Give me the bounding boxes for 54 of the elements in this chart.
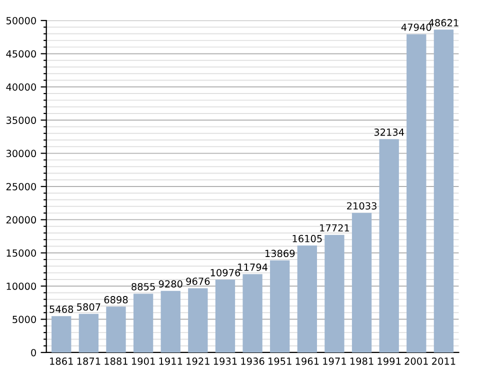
y-tick-label: 35000 [6,116,36,124]
y-tick-label: 50000 [6,16,36,24]
x-tick-label: 1861 [50,358,73,365]
bar [52,316,72,352]
data-label: 17721 [320,224,350,232]
x-tick-label: 1881 [104,358,128,365]
y-tick-label: 45000 [6,50,36,58]
y-tick-label: 40000 [6,83,36,91]
bar [133,294,154,352]
bar [297,246,317,352]
bar [160,290,180,352]
data-label: 5468 [50,306,74,313]
bar [270,260,290,352]
data-label: 5807 [77,303,100,311]
data-label: 10976 [210,268,240,276]
bar [434,30,454,352]
x-tick-label: 1871 [77,358,100,365]
x-tick-label: 1991 [378,358,401,365]
data-label: 9280 [158,280,182,288]
x-tick-label: 2001 [404,358,428,365]
bar [406,34,426,352]
data-label: 32134 [374,128,404,136]
bar [78,314,99,352]
data-label: 16105 [292,234,322,242]
x-tick-label: 1901 [132,358,155,365]
data-label: 13869 [265,250,295,258]
y-tick-label: 15000 [6,249,36,257]
x-tick-label: 1971 [323,358,346,365]
x-tick-label: 1981 [350,358,374,365]
x-tick-label: 1911 [159,358,182,365]
bar [379,139,399,352]
y-tick-label: 25000 [6,182,36,190]
x-tick-label: 1961 [296,358,319,365]
y-tick-label: 30000 [6,150,36,158]
y-tick-label: 0 [31,348,36,356]
x-tick-label: 1936 [241,358,264,365]
bar [324,234,344,352]
bar [106,306,126,352]
x-tick-label: 1931 [214,358,237,365]
y-tick-label: 20000 [6,216,36,224]
x-tick-label: 1951 [268,358,292,365]
y-tick-label: 5000 [12,316,36,324]
data-label: 11794 [238,264,268,271]
data-label: 21033 [347,202,376,210]
x-tick-label: 2011 [432,358,456,365]
x-tick-label: 1921 [186,358,210,365]
bar [352,212,372,352]
data-label: 9676 [186,278,210,285]
data-label: 6898 [104,296,128,304]
y-tick-label: 10000 [6,282,36,290]
data-label: 8855 [132,283,155,290]
bar [188,288,208,352]
bar [215,280,236,352]
bar [242,274,262,352]
